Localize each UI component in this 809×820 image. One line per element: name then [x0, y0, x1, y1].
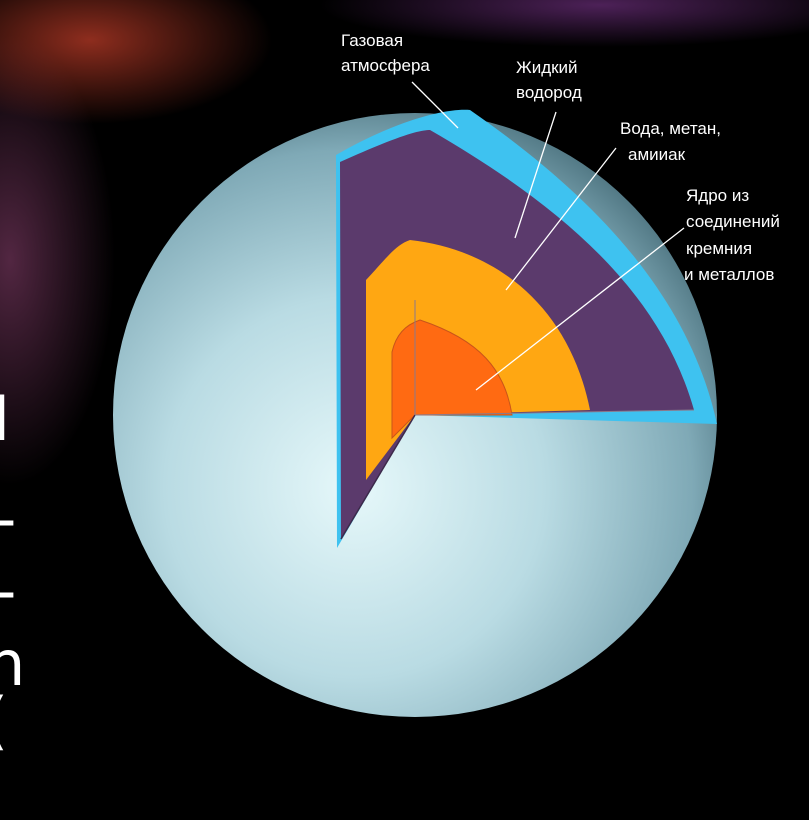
leader-line-atmosphere	[411, 81, 459, 129]
labels: Газовая атмосфера Жидкий водород Вода, м…	[341, 31, 780, 284]
label-gas-atmosphere-line2: атмосфера	[341, 56, 430, 75]
bg-fragment-3: -	[0, 554, 16, 627]
label-core-line3: кремния	[686, 239, 752, 258]
cut-edge-right	[414, 409, 695, 416]
bg-fragment-2: -	[0, 482, 16, 555]
leader-line-core	[475, 227, 685, 391]
leader-line-water	[505, 147, 617, 291]
label-core-line1: Ядро из	[686, 186, 749, 205]
label-liquid-hydrogen-line2: водород	[516, 83, 582, 102]
label-core-line4: и металлов	[684, 265, 774, 284]
layer-core	[391, 319, 513, 440]
label-gas-atmosphere-line1: Газовая	[341, 31, 403, 50]
bg-fragment-1: I	[0, 382, 10, 455]
leader-line-hydrogen	[514, 111, 557, 239]
bg-fragment-4: n	[0, 627, 25, 700]
cut-edge-bottom	[340, 414, 416, 540]
background-text: I - - n (	[0, 382, 25, 757]
label-water-line2: амииак	[628, 145, 686, 164]
label-liquid-hydrogen-line1: Жидкий	[516, 58, 578, 77]
label-core-line2: соединений	[686, 212, 780, 231]
leader-lines	[411, 81, 685, 391]
bg-fragment-5: (	[0, 684, 8, 757]
label-water-line1: Вода, метан,	[620, 119, 721, 138]
cutaway-layers	[336, 109, 717, 549]
